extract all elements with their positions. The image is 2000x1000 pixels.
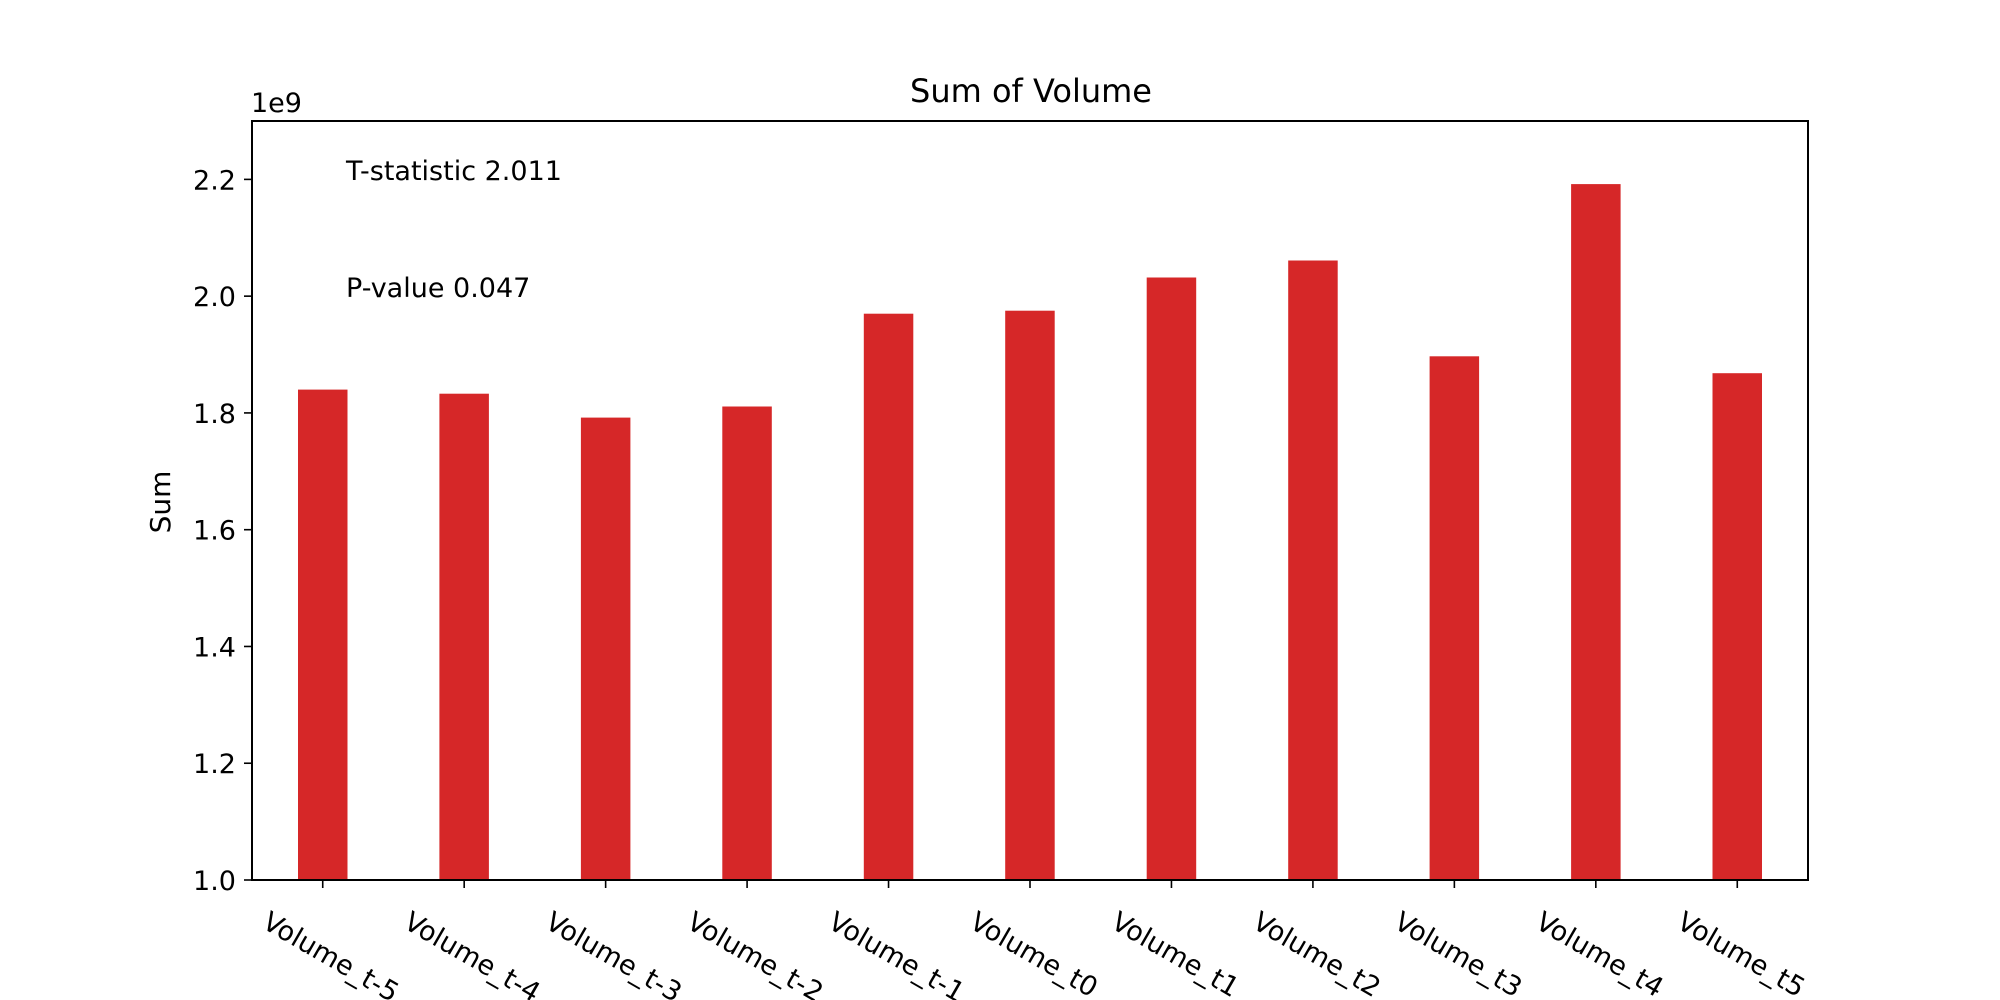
bar-Volume_t0 [1005, 310, 1055, 880]
x-tick-label: Volume_t3 [1389, 906, 1527, 1000]
x-tick-label: Volume_t2 [1247, 906, 1385, 1000]
bar-Volume_t4 [1571, 184, 1621, 881]
t-statistic-annotation: T-statistic 2.011 [345, 156, 562, 187]
bar-Volume_t-3 [580, 417, 631, 880]
x-tick-label: Volume_t-4 [399, 906, 546, 1000]
bar-Volume_t-4 [439, 393, 489, 880]
x-tick-label: Volume_t1 [1106, 906, 1244, 1000]
bar-Volume_t-2 [722, 406, 772, 880]
bar-Volume_t5 [1712, 373, 1762, 880]
bar-Volume_t-1 [863, 313, 914, 880]
x-axis-ticks: Volume_t-5Volume_t-4Volume_t-3Volume_t-2… [257, 880, 1810, 1000]
x-tick-label: Volume_t-5 [257, 906, 404, 1000]
plot-frame [251, 120, 1809, 881]
p-value-annotation: P-value 0.047 [346, 273, 530, 304]
x-tick-label: Volume_t-2 [682, 906, 829, 1000]
y-tick-label: 1.6 [193, 516, 236, 547]
bar-Volume_t3 [1429, 356, 1480, 880]
y-tick-label: 2.2 [193, 165, 236, 196]
y-axis-ticks: 1.0 1.2 1.4 1.6 1.8 2.0 2.2 [193, 165, 252, 897]
bars-group [298, 184, 1762, 881]
y-offset-label: 1e9 [251, 88, 302, 119]
chart-title: Sum of Volume [910, 72, 1152, 110]
y-tick-label: 1.0 [193, 866, 236, 897]
x-tick-label: Volume_t5 [1672, 906, 1810, 1000]
x-tick-label: Volume_t-3 [540, 906, 687, 1000]
y-axis-label: Sum [144, 471, 177, 534]
x-tick-label: Volume_t0 [965, 906, 1103, 1000]
x-tick-label: Volume_t4 [1530, 906, 1668, 1000]
bar-Volume_t1 [1146, 277, 1197, 880]
y-tick-label: 2.0 [193, 282, 236, 313]
y-tick-label: 1.2 [193, 749, 236, 780]
y-tick-label: 1.4 [193, 632, 236, 663]
bar-Volume_t2 [1288, 260, 1338, 880]
y-tick-label: 1.8 [193, 399, 236, 430]
bar-Volume_t-5 [298, 389, 348, 880]
x-tick-label: Volume_t-1 [823, 906, 970, 1000]
